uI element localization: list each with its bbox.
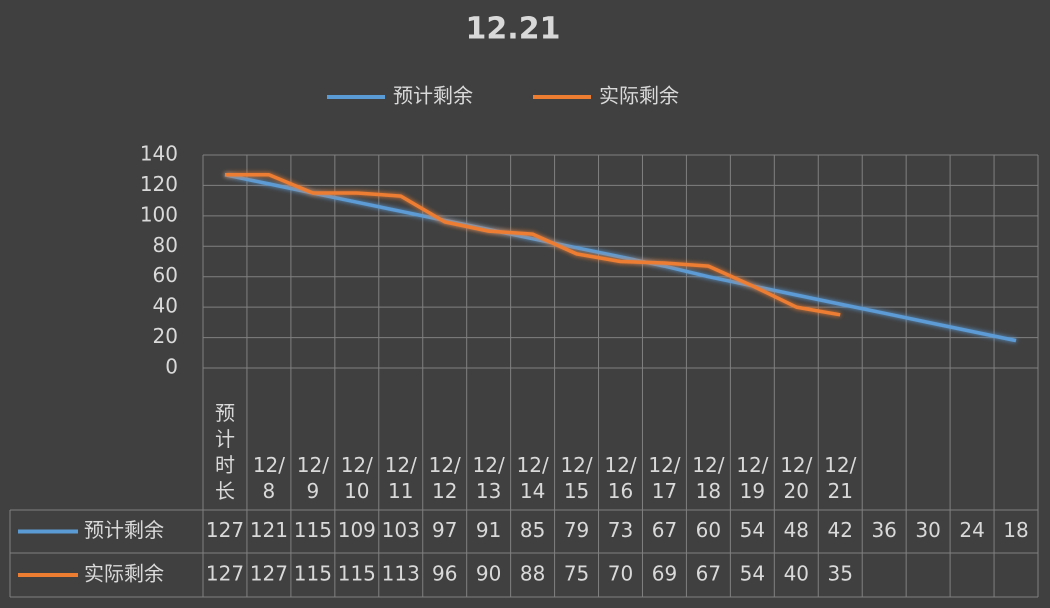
table-value: 127 [206,518,244,542]
table-value: 103 [382,518,420,542]
chart-title: 12.21 [466,12,561,47]
x-tick-label: 12/19 [736,453,769,503]
table-value: 127 [206,562,244,586]
series-line [224,173,1017,343]
table-value: 54 [740,518,765,542]
table-value: 18 [1003,518,1028,542]
table-value: 79 [564,518,589,542]
table-value: 115 [294,518,332,542]
table-value: 127 [250,562,288,586]
x-tick-label: 12/12 [428,453,461,503]
x-tick-label: 12/13 [472,453,505,503]
table-value: 60 [696,518,721,542]
y-tick-label: 100 [140,202,178,226]
table-value: 70 [608,562,633,586]
x-tick-label: 12/10 [340,453,373,503]
table-value: 35 [828,562,853,586]
x-tick-label: 12/17 [648,453,681,503]
table-value: 54 [740,562,765,586]
x-tick-label: 12/18 [692,453,725,503]
series-line [225,173,841,317]
y-tick-label: 80 [153,233,178,257]
table-value: 73 [608,518,633,542]
x-tick-label: 12/21 [824,453,857,503]
x-tick-label: 预计时长 [214,401,235,503]
y-tick-label: 40 [153,294,178,318]
y-tick-label: 60 [153,263,178,287]
x-tick-label: 12/16 [604,453,637,503]
x-tick-label: 12/14 [516,453,549,503]
table-row-label: 实际剩余 [84,562,164,586]
table-value: 91 [476,518,501,542]
x-tick-label: 12/8 [252,453,285,503]
x-tick-label: 12/11 [384,453,417,503]
table-value: 113 [382,562,420,586]
table-value: 24 [959,518,984,542]
table-row-label: 预计剩余 [84,518,164,542]
x-tick-label: 12/20 [780,453,813,503]
table-value: 75 [564,562,589,586]
x-tick-label: 12/15 [560,453,593,503]
y-tick-label: 20 [153,324,178,348]
table-value: 67 [696,562,721,586]
y-tick-label: 140 [140,142,178,166]
legend-label: 实际剩余 [599,84,679,108]
table-value: 109 [338,518,376,542]
table-value: 97 [432,518,457,542]
y-tick-label: 120 [140,172,178,196]
table-value: 85 [520,518,545,542]
x-tick-label: 12/9 [296,453,329,503]
table-value: 121 [250,518,288,542]
legend-label: 预计剩余 [393,84,473,108]
table-value: 48 [784,518,809,542]
table-value: 115 [338,562,376,586]
table-value: 30 [915,518,940,542]
table-value: 42 [828,518,853,542]
table-value: 90 [476,562,501,586]
y-tick-label: 0 [165,355,178,379]
table-value: 115 [294,562,332,586]
table-value: 69 [652,562,677,586]
table-value: 88 [520,562,545,586]
table-value: 40 [784,562,809,586]
table-value: 67 [652,518,677,542]
table-value: 96 [432,562,457,586]
table-value: 36 [871,518,896,542]
